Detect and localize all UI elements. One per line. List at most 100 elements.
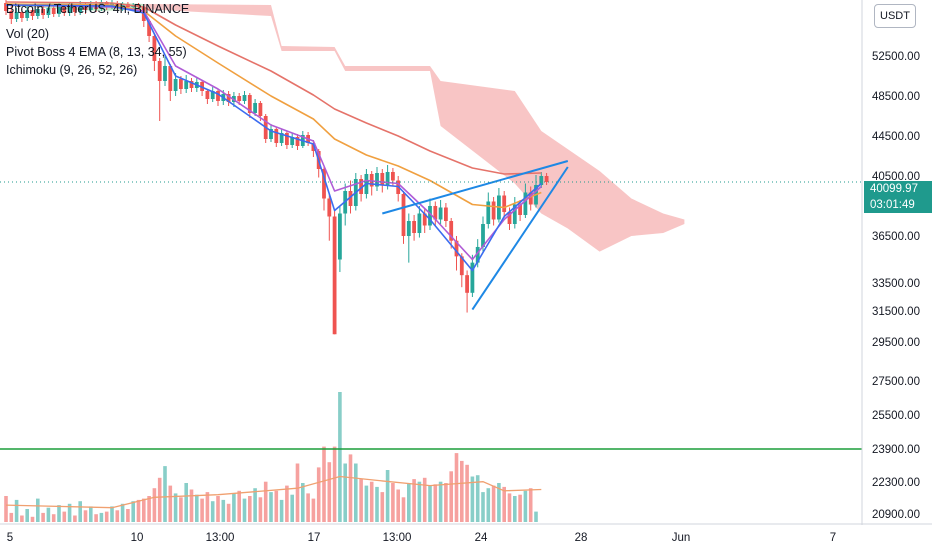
candle-body[interactable] bbox=[449, 221, 454, 241]
volume-bar bbox=[136, 499, 141, 522]
volume-bar bbox=[279, 499, 284, 522]
indicator-vol[interactable]: Vol (20) bbox=[6, 27, 50, 41]
wedge-trendline[interactable] bbox=[471, 166, 569, 311]
candle-body[interactable] bbox=[25, 10, 30, 18]
candle-body[interactable] bbox=[247, 95, 252, 113]
candle-body[interactable] bbox=[216, 91, 220, 101]
candle-body[interactable] bbox=[147, 21, 151, 36]
candle-body[interactable] bbox=[528, 192, 533, 205]
volume-bar bbox=[253, 488, 257, 522]
candle-body[interactable] bbox=[412, 221, 416, 233]
candle-body[interactable] bbox=[67, 6, 72, 13]
volume-bar bbox=[518, 494, 522, 522]
candle-body[interactable] bbox=[486, 201, 491, 225]
candle-body[interactable] bbox=[385, 172, 390, 185]
candle-body[interactable] bbox=[322, 169, 326, 199]
candle-body[interactable] bbox=[348, 191, 353, 206]
candle-body[interactable] bbox=[507, 212, 512, 224]
candle-body[interactable] bbox=[295, 137, 300, 146]
candle-body[interactable] bbox=[401, 194, 406, 236]
candle-body[interactable] bbox=[258, 103, 263, 116]
candle-body[interactable] bbox=[470, 262, 475, 293]
candle-body[interactable] bbox=[210, 91, 215, 99]
candle-body[interactable] bbox=[152, 36, 157, 61]
candle-body[interactable] bbox=[189, 81, 194, 88]
volume-bar bbox=[311, 498, 316, 522]
candle-body[interactable] bbox=[163, 66, 167, 81]
candle-body[interactable] bbox=[285, 133, 289, 145]
candle-body[interactable] bbox=[290, 137, 295, 145]
candle-body[interactable] bbox=[57, 7, 61, 14]
candle-body[interactable] bbox=[157, 61, 162, 81]
candle-body[interactable] bbox=[20, 12, 24, 18]
volume-bar bbox=[534, 511, 538, 522]
candle-body[interactable] bbox=[406, 221, 411, 236]
candle-body[interactable] bbox=[269, 129, 273, 139]
wedge-trendline[interactable] bbox=[382, 160, 569, 215]
candle-body[interactable] bbox=[444, 207, 448, 222]
candle-body[interactable] bbox=[274, 129, 279, 143]
candle-body[interactable] bbox=[51, 8, 56, 14]
candle-body[interactable] bbox=[539, 176, 544, 185]
candle-body[interactable] bbox=[4, 3, 8, 11]
candle-body[interactable] bbox=[30, 10, 35, 16]
candle-body[interactable] bbox=[237, 96, 242, 101]
candle-body[interactable] bbox=[35, 9, 40, 16]
candle-body[interactable] bbox=[523, 192, 528, 216]
candle-body[interactable] bbox=[481, 224, 485, 247]
indicator-ema[interactable]: Pivot Boss 4 EMA (8, 13, 34, 55) bbox=[6, 45, 187, 59]
candle-body[interactable] bbox=[226, 94, 231, 102]
volume-bar bbox=[25, 509, 29, 522]
candle-body[interactable] bbox=[179, 79, 183, 89]
currency-button[interactable]: USDT bbox=[874, 4, 916, 28]
volume-bar bbox=[513, 496, 517, 522]
volume-bar bbox=[470, 476, 475, 522]
candle-body[interactable] bbox=[491, 201, 496, 220]
candle-body[interactable] bbox=[173, 79, 178, 91]
candle-body[interactable] bbox=[428, 206, 432, 226]
candle-body[interactable] bbox=[9, 11, 14, 19]
candle-body[interactable] bbox=[73, 6, 77, 12]
candle-body[interactable] bbox=[502, 195, 507, 213]
candle-body[interactable] bbox=[380, 173, 385, 185]
volume-bar bbox=[290, 494, 294, 522]
candle-body[interactable] bbox=[62, 7, 67, 13]
candle-body[interactable] bbox=[518, 204, 522, 216]
volume-bar bbox=[67, 503, 72, 522]
candle-body[interactable] bbox=[120, 4, 125, 8]
candle-body[interactable] bbox=[311, 143, 316, 151]
candle-body[interactable] bbox=[78, 5, 83, 12]
candle-body[interactable] bbox=[327, 198, 332, 217]
candle-body[interactable] bbox=[168, 66, 173, 91]
candle-body[interactable] bbox=[184, 81, 189, 89]
candle-body[interactable] bbox=[253, 103, 257, 113]
volume-ma-line bbox=[5, 475, 542, 509]
candle-body[interactable] bbox=[14, 12, 19, 19]
candle-body[interactable] bbox=[544, 176, 549, 182]
candle-body[interactable] bbox=[46, 8, 51, 15]
candle-body[interactable] bbox=[205, 91, 210, 99]
symbol-title: Bitcoin / TetherUS, 4h, BINANCE bbox=[6, 2, 190, 16]
candle-body[interactable] bbox=[375, 173, 379, 187]
candle-body[interactable] bbox=[438, 207, 443, 220]
candle-body[interactable] bbox=[512, 204, 517, 225]
candle-body[interactable] bbox=[242, 95, 247, 101]
candle-body[interactable] bbox=[433, 206, 438, 220]
candle-body[interactable] bbox=[359, 179, 363, 194]
candle-body[interactable] bbox=[422, 213, 427, 226]
candle-body[interactable] bbox=[41, 9, 45, 15]
indicator-ichimoku[interactable]: Ichimoku (9, 26, 52, 26) bbox=[6, 63, 138, 77]
candle-body[interactable] bbox=[332, 216, 337, 335]
candle-body[interactable] bbox=[338, 213, 342, 260]
candle-body[interactable] bbox=[459, 256, 464, 276]
candle-body[interactable] bbox=[391, 172, 395, 181]
candle-body[interactable] bbox=[417, 213, 422, 234]
candle-body[interactable] bbox=[83, 5, 88, 10]
candle-body[interactable] bbox=[279, 133, 284, 143]
candle-body[interactable] bbox=[475, 246, 480, 263]
volume-bar bbox=[216, 496, 220, 522]
candle-body[interactable] bbox=[454, 240, 459, 257]
volume-bar bbox=[4, 496, 8, 522]
candle-body[interactable] bbox=[465, 275, 469, 293]
